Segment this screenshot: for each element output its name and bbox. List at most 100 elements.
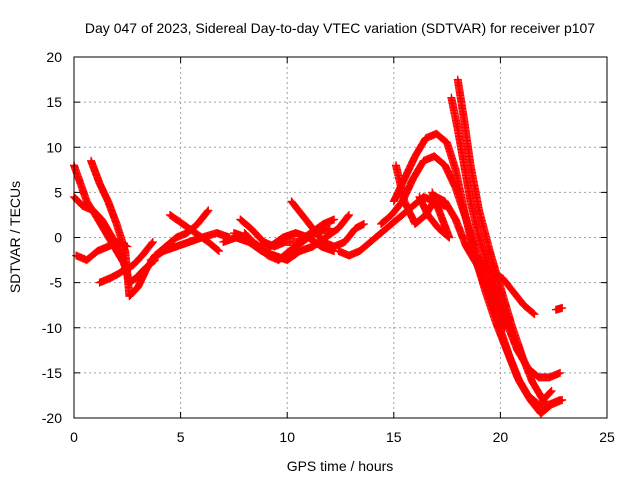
y-tick-label: -10	[42, 320, 62, 336]
series-marks	[551, 303, 567, 314]
y-tick-label: 20	[46, 49, 62, 65]
data-point	[456, 78, 459, 81]
data-point	[162, 250, 165, 252]
data-point	[497, 322, 500, 325]
data-point	[277, 259, 280, 261]
data-point	[444, 164, 446, 167]
data-point	[450, 96, 453, 99]
x-tick-labels: 0 5 10 15 20 25	[70, 429, 615, 445]
data-point	[175, 245, 178, 248]
y-axis-label: SDTVAR / TECUs	[7, 181, 23, 293]
series-track-c	[87, 156, 160, 301]
data-point	[124, 250, 126, 252]
data-point	[390, 214, 393, 216]
data-point	[196, 223, 199, 225]
data-point	[186, 232, 188, 234]
data-point	[98, 281, 101, 284]
data-point	[529, 399, 532, 401]
data-point	[233, 232, 235, 234]
data-point	[542, 399, 544, 401]
data-point	[531, 381, 534, 383]
data-point	[478, 209, 480, 212]
data-point	[533, 313, 536, 316]
data-point	[311, 227, 314, 230]
data-point	[495, 290, 497, 293]
data-point	[393, 200, 395, 203]
data-point	[301, 241, 303, 243]
data-point	[243, 232, 246, 234]
data-point	[301, 214, 303, 216]
data-point	[501, 277, 504, 279]
data-point	[465, 245, 468, 248]
data-point	[540, 412, 542, 415]
data-point	[128, 295, 131, 297]
data-point	[75, 254, 77, 257]
data-point	[363, 223, 365, 225]
data-point	[439, 214, 442, 216]
data-point	[520, 354, 523, 356]
data-point	[403, 178, 406, 180]
data-point	[395, 164, 397, 167]
data-point	[149, 259, 152, 261]
data-point	[358, 250, 361, 252]
data-point	[85, 259, 88, 261]
data-point	[412, 205, 414, 207]
data-point	[454, 218, 457, 221]
data-point	[337, 250, 340, 252]
data-point	[124, 268, 126, 270]
data-point	[478, 236, 480, 239]
x-tick-label: 25	[599, 429, 615, 445]
y-tick-label: -20	[42, 410, 62, 426]
data-point	[418, 196, 421, 198]
data-point	[222, 241, 225, 243]
data-point	[273, 245, 276, 248]
data-point	[354, 227, 357, 230]
data-point	[135, 277, 137, 279]
data-point	[512, 290, 514, 293]
data-point	[218, 250, 220, 252]
data-point	[262, 241, 265, 243]
data-point	[488, 250, 491, 252]
series-track-v	[468, 247, 539, 319]
data-point	[207, 209, 210, 212]
series-track-u	[453, 75, 556, 404]
data-point	[85, 200, 88, 203]
data-point	[550, 390, 553, 392]
data-point	[499, 286, 502, 288]
data-point	[348, 254, 350, 257]
data-point	[555, 308, 557, 311]
data-point	[508, 354, 510, 356]
data-point	[320, 245, 323, 248]
data-point	[132, 263, 135, 266]
data-point	[561, 307, 564, 309]
x-tick-label: 20	[493, 429, 509, 445]
data-point	[414, 223, 416, 225]
data-point	[290, 200, 293, 203]
data-point	[437, 227, 440, 230]
data-point	[548, 376, 551, 379]
data-point	[469, 200, 472, 203]
data-point	[288, 250, 291, 252]
data-point	[126, 245, 129, 248]
data-point	[471, 250, 474, 252]
y-tick-label: -15	[42, 365, 62, 381]
data-point	[299, 250, 301, 252]
data-point	[284, 241, 286, 243]
x-tick-label: 0	[70, 429, 78, 445]
data-point	[181, 223, 184, 225]
data-point	[380, 223, 382, 225]
data-point	[476, 263, 478, 266]
data-point	[348, 214, 350, 216]
data-point	[100, 218, 103, 221]
data-point	[463, 209, 465, 212]
x-tick-label: 5	[177, 429, 185, 445]
data-point	[559, 372, 561, 374]
data-point	[510, 322, 512, 325]
data-point	[414, 155, 416, 158]
data-point	[561, 399, 564, 401]
data-point	[369, 241, 372, 243]
data-point	[482, 263, 485, 266]
data-point	[456, 128, 459, 130]
data-point	[537, 403, 540, 406]
